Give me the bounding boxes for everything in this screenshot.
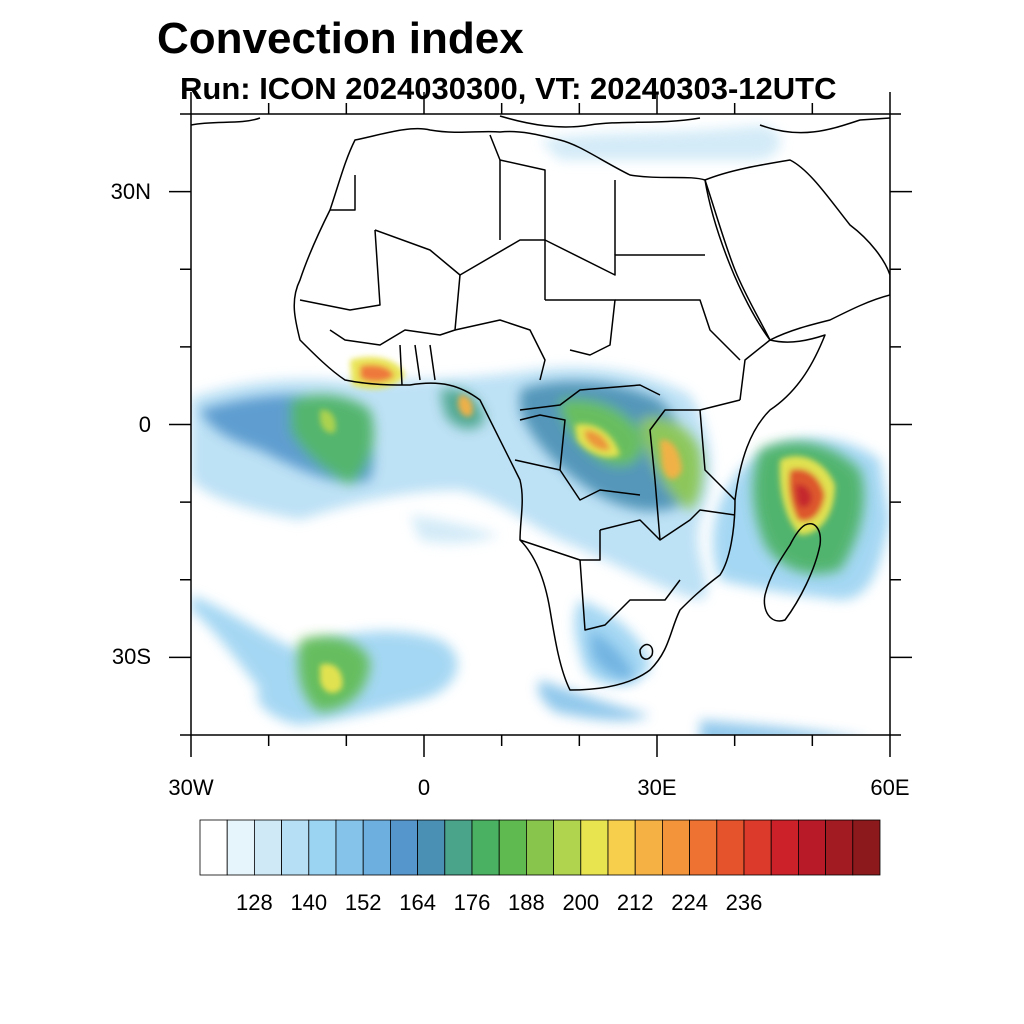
lon-tick-label: 60E [870,775,910,800]
colorbar-swatch [199,819,228,876]
colorbar-label: 212 [616,890,654,915]
colorbar-swatch [389,819,418,876]
colorbar-swatch [689,819,718,876]
colorbar-swatch [253,819,282,876]
colorbar-swatch [281,819,310,876]
colorbar-swatch [498,819,527,876]
lat-tick-label: 30S [111,644,151,670]
colorbar-swatch [335,819,364,876]
axis-ticks [169,92,912,757]
colorbar-swatch [798,819,827,876]
colorbar-swatch [770,819,799,876]
colorbar-swatch [444,819,473,876]
colorbar-label: 236 [725,890,763,915]
colorbar-swatch [553,819,582,876]
lon-tick-label: 30E [637,775,677,800]
colorbar-label: 188 [508,890,545,915]
colorbar-label: 152 [344,890,382,915]
convection-field [191,125,890,735]
colorbar-swatch [471,819,500,876]
colorbar-swatch [362,819,391,876]
coastlines [191,115,890,691]
colorbar-label: 140 [290,890,328,915]
colorbar-swatch [852,819,881,876]
colorbar-swatch [526,819,555,876]
colorbar-swatch [662,819,691,876]
colorbar-label: 176 [453,890,491,915]
colorbar-swatch [607,819,636,876]
lon-tick-label: 0 [417,775,431,800]
chart-title: Convection index [157,14,524,63]
colorbar [199,819,881,876]
colorbar-swatch [417,819,446,876]
colorbar-swatch [743,819,772,876]
colorbar-swatch [580,819,609,876]
colorbar-swatch [716,819,745,876]
lon-tick-label: 30W [168,775,214,800]
lat-tick-label: 30N [110,178,151,204]
colorbar-label: 200 [562,890,600,915]
colorbar-swatch [308,819,337,876]
chart-subtitle: Run: ICON 2024030300, VT: 20240303-12UTC [180,71,837,106]
colorbar-swatch [634,819,663,876]
colorbar-swatch [825,819,854,876]
colorbar-label: 164 [399,890,436,915]
colorbar-label: 128 [236,890,273,915]
colorbar-label: 224 [671,890,708,915]
colorbar-swatch [226,819,255,876]
lat-tick-label: 0 [138,411,151,437]
